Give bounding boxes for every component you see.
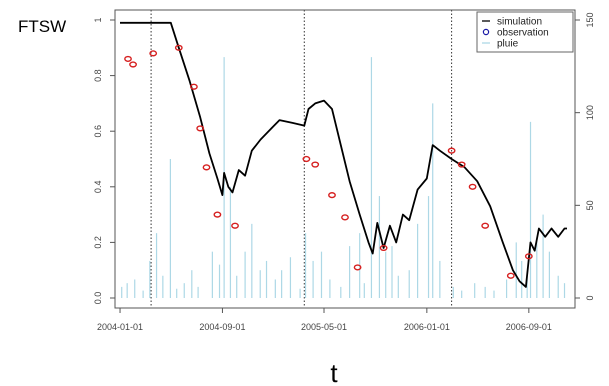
observation-point-16 bbox=[457, 161, 466, 168]
observation-point-11 bbox=[328, 192, 336, 199]
y-tick-label-2: 0.4 bbox=[93, 181, 103, 194]
observation-point-15 bbox=[447, 147, 456, 154]
y2-tick-label-1: 50 bbox=[585, 200, 595, 210]
x-axis: 2004-01-01 2004-09-01 2005-05-01 2006-01-01… bbox=[97, 308, 552, 332]
x-tick-label-1: 2004-09-01 bbox=[199, 322, 245, 332]
y2-tick-label-0: 0 bbox=[585, 295, 595, 300]
legend-label-1: observation bbox=[497, 28, 549, 39]
x-axis-label: t bbox=[330, 358, 338, 386]
x-tick-label-3: 2006-01-01 bbox=[404, 322, 450, 332]
legend-box bbox=[476, 11, 574, 53]
y-tick-label-1: 0.2 bbox=[93, 236, 103, 249]
observation-point-13 bbox=[353, 264, 362, 271]
observation-point-2 bbox=[149, 50, 158, 57]
observation-point-20 bbox=[524, 253, 533, 260]
observation-series bbox=[124, 44, 533, 279]
observation-point-18 bbox=[481, 222, 490, 229]
y-axis-right: 0 50 100 150 bbox=[575, 12, 595, 301]
observation-point-4 bbox=[190, 83, 198, 90]
legend-symbol-1 bbox=[482, 28, 490, 36]
y-axis-left: 0.0 0.2 0.4 0.6 0.8 1 bbox=[93, 17, 115, 304]
x-tick-label-0: 2004-01-01 bbox=[97, 322, 143, 332]
legend-label-2: pluie bbox=[497, 39, 519, 50]
observation-point-19 bbox=[506, 272, 515, 279]
observation-point-14 bbox=[379, 244, 388, 252]
observation-point-3 bbox=[174, 44, 183, 51]
observation-point-12 bbox=[341, 214, 349, 221]
observation-point-6 bbox=[202, 164, 211, 171]
observation-point-1 bbox=[129, 61, 137, 68]
observation-point-10 bbox=[311, 161, 320, 168]
simulation-line bbox=[120, 21, 567, 288]
y-tick-label-5: 1 bbox=[93, 17, 103, 22]
observation-point-7 bbox=[213, 211, 222, 218]
observation-point-0 bbox=[124, 55, 132, 63]
observation-point-8 bbox=[231, 222, 239, 229]
y-tick-label-3: 0.6 bbox=[93, 125, 103, 138]
x-tick-label-2: 2005-05-01 bbox=[301, 322, 347, 332]
plot-frame bbox=[114, 9, 576, 309]
legend-label-0: simulation bbox=[497, 17, 542, 28]
y-tick-label-0: 0.0 bbox=[93, 292, 103, 305]
y-tick-label-4: 0.8 bbox=[93, 69, 103, 82]
observation-point-9 bbox=[302, 155, 311, 163]
y2-tick-label-2: 100 bbox=[585, 105, 595, 120]
y-axis-label: FTSW bbox=[18, 17, 66, 36]
observation-point-17 bbox=[468, 183, 477, 190]
period-separators bbox=[150, 10, 453, 308]
observation-point-5 bbox=[196, 125, 205, 132]
x-tick-label-4: 2006-09-01 bbox=[506, 322, 552, 332]
pluie-series bbox=[121, 57, 566, 298]
y2-tick-label-3: 150 bbox=[585, 12, 595, 27]
simulation-series bbox=[120, 21, 567, 288]
